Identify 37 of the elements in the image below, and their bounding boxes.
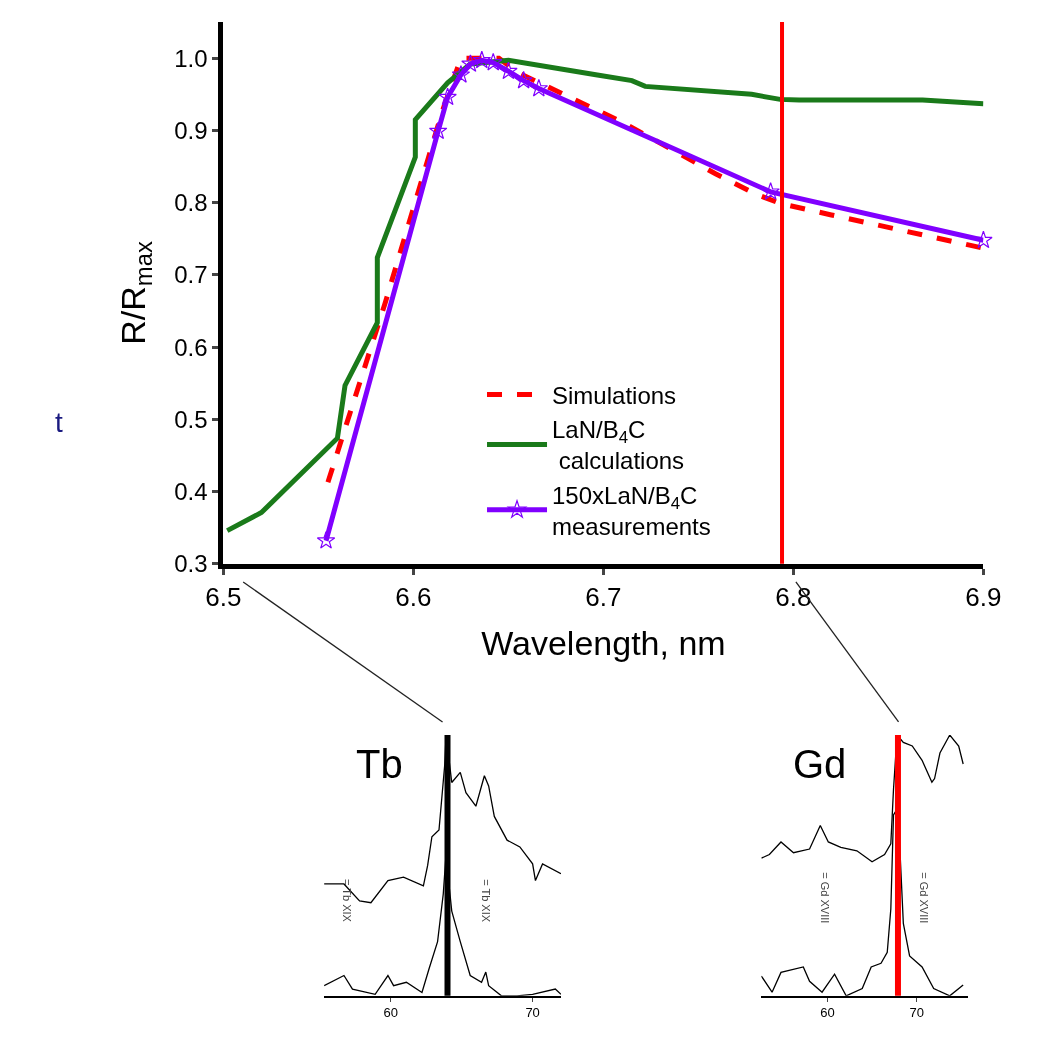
x-tick-label: 6.7: [585, 582, 622, 613]
point: [761, 182, 780, 200]
x-tick-label: 60: [820, 1005, 835, 1021]
x-tick-label: 70: [909, 1005, 924, 1021]
y-tick-label: 1.0: [174, 44, 208, 72]
legend-label: Simulations: [552, 381, 677, 409]
x-tick-label: 6.9: [965, 582, 1002, 613]
point: [438, 87, 457, 106]
point: [529, 78, 549, 97]
x-tick-label: 6.5: [205, 582, 242, 613]
point: [499, 61, 518, 80]
y-tick-label: 0.8: [174, 189, 208, 217]
x-axis-title: Wavelength, nm: [481, 624, 726, 663]
point: [316, 531, 336, 549]
x-tick-label: 6.6: [395, 582, 432, 613]
x-tick-label: 60: [383, 1005, 398, 1021]
point: [451, 65, 471, 83]
x-tick-label: 70: [525, 1005, 540, 1021]
point: [514, 70, 533, 89]
legend-label: LaN/B$_{4}$C calculations: [552, 416, 685, 475]
chart-title: Gd: [793, 742, 847, 786]
annotation: = Gd XVIII: [819, 872, 832, 924]
point: [428, 121, 448, 140]
chart-title: Tb: [356, 742, 403, 786]
y-tick-label: 0.3: [174, 550, 208, 578]
annotation: = Tb XIX: [479, 879, 492, 923]
y-tick-label: 0.5: [174, 405, 208, 433]
y-tick-label: 0.9: [174, 116, 208, 144]
text: t: [55, 407, 63, 438]
point: [472, 50, 492, 69]
y-tick-label: 0.7: [174, 261, 208, 289]
y-tick-label: 0.6: [174, 333, 208, 361]
y-tick-label: 0.4: [174, 478, 208, 506]
annotation: = Tb XIX: [340, 879, 353, 923]
legend-label: 150xLaN/B$_{4}$C measurements: [552, 481, 711, 540]
x-tick-label: 6.8: [775, 582, 812, 613]
annotation: = Gd XVIII: [918, 872, 931, 924]
